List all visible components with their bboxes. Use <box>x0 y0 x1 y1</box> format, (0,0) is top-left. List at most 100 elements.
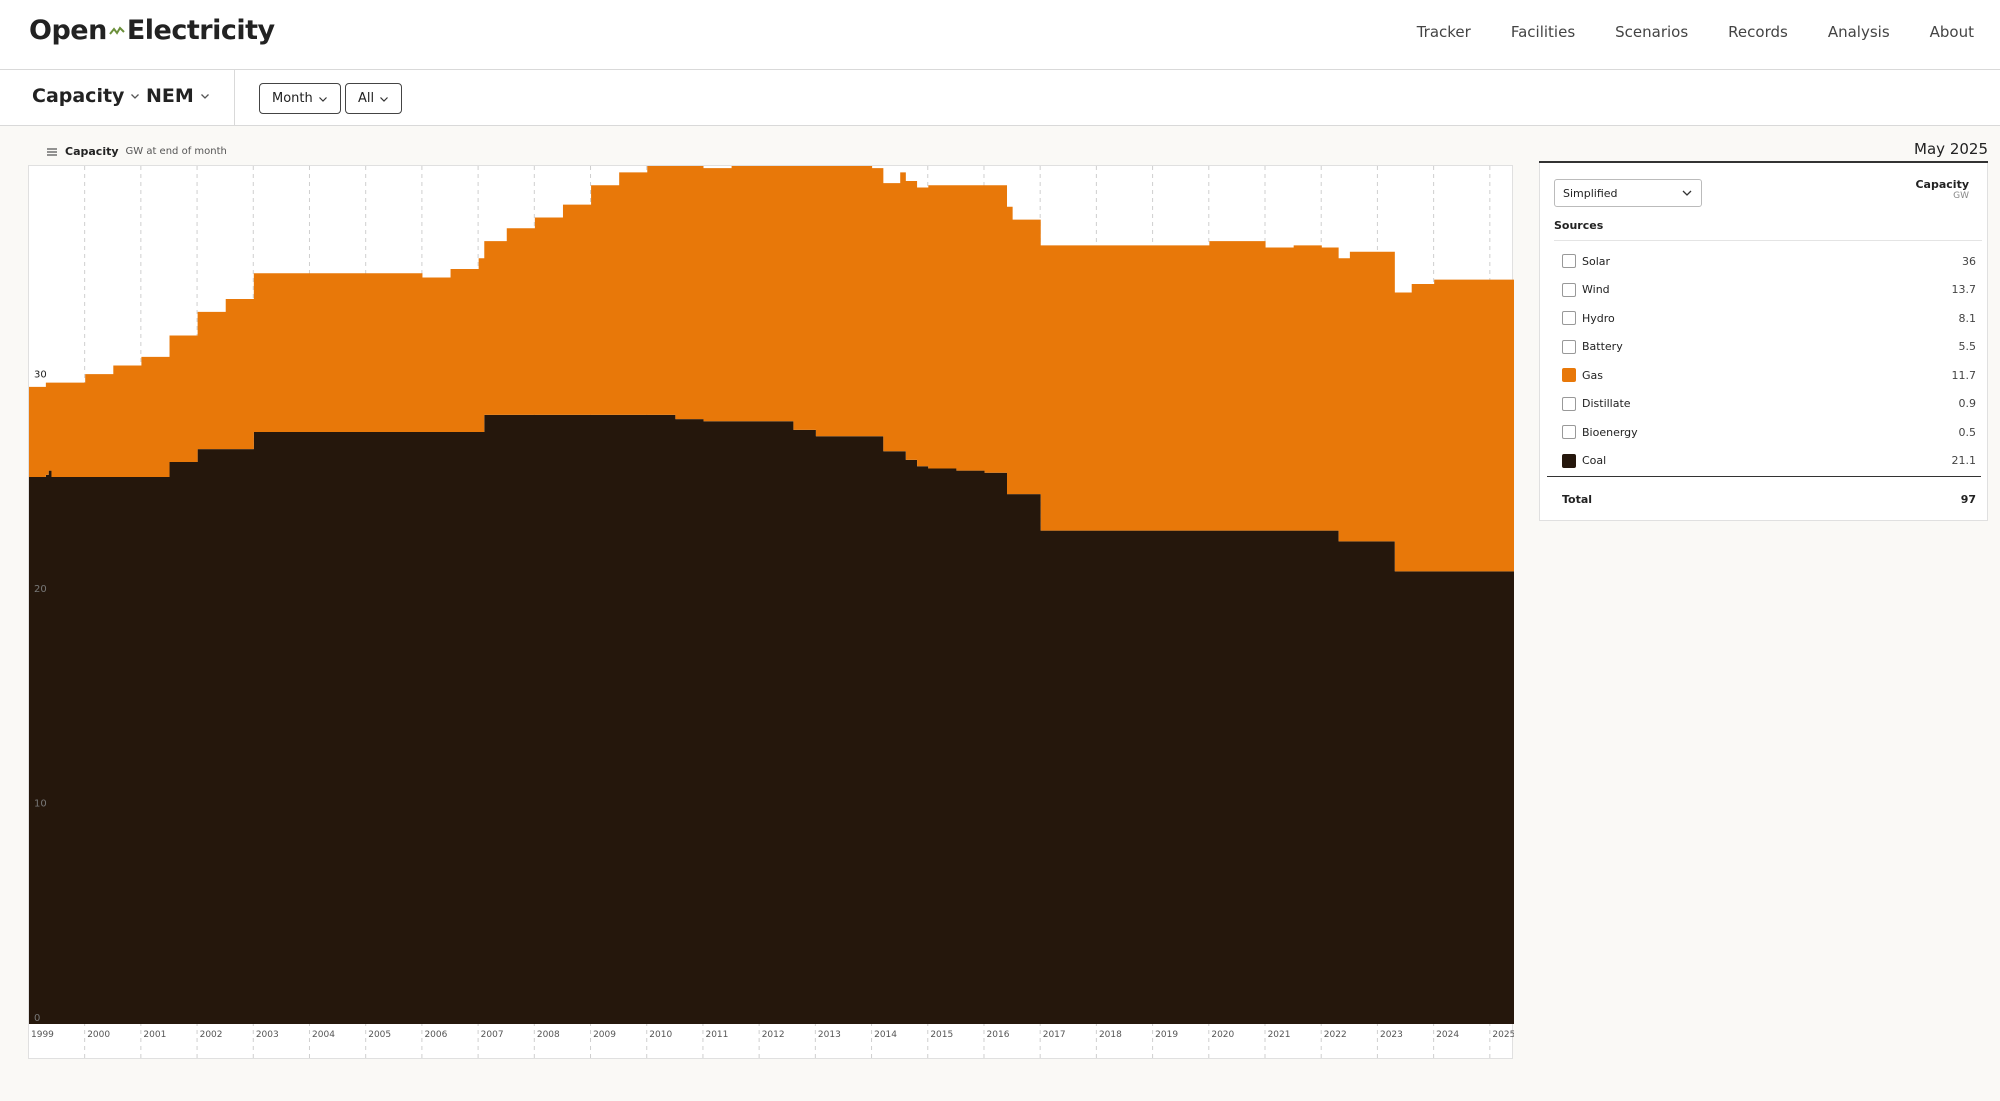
chevron-down-icon <box>200 94 209 99</box>
x-tick-label: 2020 <box>1211 1030 1234 1040</box>
capacity-column-title: Capacity <box>1915 178 1969 191</box>
x-tick-label: 2013 <box>818 1030 841 1040</box>
capacity-column-header: Capacity GW <box>1915 178 1969 201</box>
x-tick-label: 2011 <box>705 1030 728 1040</box>
x-tick-label: 2015 <box>930 1030 953 1040</box>
x-tick-label: 2007 <box>481 1030 504 1040</box>
x-tick-label: 2000 <box>87 1030 110 1040</box>
nav-records[interactable]: Records <box>1728 23 1788 41</box>
x-tick-label: 2021 <box>1268 1030 1291 1040</box>
source-row-bioenergy[interactable]: Bioenergy 0.5 <box>1562 418 1976 447</box>
source-label: Solar <box>1582 254 1611 268</box>
source-checkbox[interactable] <box>1562 311 1576 326</box>
source-value: 5.5 <box>1958 340 1977 354</box>
nav-about[interactable]: About <box>1929 23 1974 41</box>
y-tick-label: 30 <box>34 370 47 381</box>
source-checkbox[interactable] <box>1562 282 1576 297</box>
source-value: 11.7 <box>1951 368 1977 382</box>
source-value: 0.5 <box>1958 425 1977 439</box>
range-dropdown[interactable]: All <box>345 83 403 114</box>
source-value: 13.7 <box>1951 283 1977 297</box>
metric-label: Capacity <box>32 85 125 107</box>
capacity-area-chart: 0 10 20 30 1999 2000 2001 2002 2003 2004 2005 2006 2… <box>29 166 1514 1060</box>
source-row-wind[interactable]: Wind 13.7 <box>1562 276 1976 305</box>
source-value: 21.1 <box>1951 454 1977 468</box>
metric-selector[interactable]: Capacity <box>32 85 140 107</box>
total-label: Total <box>1562 493 1593 506</box>
source-checkbox[interactable] <box>1562 339 1576 354</box>
source-row-solar[interactable]: Solar 36 <box>1562 247 1976 276</box>
nav-facilities[interactable]: Facilities <box>1510 23 1576 41</box>
x-tick-label: 1999 <box>31 1030 54 1040</box>
source-row-coal[interactable]: Coal 21.1 <box>1562 447 1976 476</box>
panel-date: May 2025 <box>1914 140 1988 158</box>
interval-dropdown[interactable]: Month <box>259 83 341 114</box>
x-tick-label: 2018 <box>1099 1030 1122 1040</box>
sources-divider <box>1554 240 1982 241</box>
source-label: Battery <box>1582 340 1623 354</box>
region-selector[interactable]: NEM <box>146 85 210 107</box>
x-tick-label: 2001 <box>143 1030 166 1040</box>
source-checkbox[interactable] <box>1562 453 1576 468</box>
x-tick-label: 2025 <box>1492 1030 1514 1040</box>
series-area-gas <box>29 166 1514 572</box>
x-tick-label: 2002 <box>200 1030 223 1040</box>
x-tick-label: 2004 <box>312 1030 335 1040</box>
source-checkbox[interactable] <box>1562 368 1576 383</box>
logo-text-electricity: Electricity <box>126 15 275 46</box>
total-row: Total 97 <box>1562 493 1976 506</box>
open-electricity-logo[interactable]: Open Electricity <box>29 15 275 46</box>
source-label: Gas <box>1582 368 1603 382</box>
source-checkbox[interactable] <box>1562 425 1576 440</box>
top-navigation-bar: Open Electricity Tracker Facilities Scen… <box>0 0 2000 70</box>
x-tick-label: 2024 <box>1436 1030 1459 1040</box>
source-row-battery[interactable]: Battery 5.5 <box>1562 333 1976 362</box>
region-label: NEM <box>146 85 194 107</box>
chart-title: Capacity <box>65 145 119 158</box>
x-tick-label: 2017 <box>1043 1030 1066 1040</box>
sources-heading: Sources <box>1554 219 1604 232</box>
view-dropdown-label: Simplified <box>1563 186 1618 200</box>
y-tick-label: 0 <box>34 1013 40 1024</box>
x-tick-label: 2016 <box>987 1030 1010 1040</box>
logo-text-open: Open <box>29 15 107 46</box>
chart-header: Capacity GW at end of month <box>46 145 227 158</box>
range-label: All <box>358 91 375 106</box>
source-row-distillate[interactable]: Distillate 0.9 <box>1562 390 1976 419</box>
x-tick-label: 2010 <box>649 1030 672 1040</box>
x-tick-label: 2019 <box>1155 1030 1178 1040</box>
source-row-hydro[interactable]: Hydro 8.1 <box>1562 304 1976 333</box>
sources-panel: Simplified Capacity GW Sources Solar 36 Wi… <box>1539 163 1988 521</box>
x-tick-label: 2022 <box>1324 1030 1347 1040</box>
x-tick-label: 2012 <box>762 1030 785 1040</box>
y-tick-label: 20 <box>34 584 47 595</box>
nav-scenarios[interactable]: Scenarios <box>1615 23 1689 41</box>
x-tick-label: 2008 <box>537 1030 560 1040</box>
chevron-down-icon <box>380 96 389 102</box>
source-label: Wind <box>1582 283 1610 297</box>
series-area-coal <box>29 414 1514 1024</box>
source-label: Bioenergy <box>1582 425 1638 439</box>
hamburger-menu-icon[interactable] <box>46 147 58 157</box>
capacity-column-unit: GW <box>1953 191 1969 201</box>
nav-tracker[interactable]: Tracker <box>1416 23 1471 41</box>
source-label: Hydro <box>1582 311 1615 325</box>
x-tick-label: 2009 <box>593 1030 616 1040</box>
panel-top-rule <box>1539 161 1988 163</box>
chevron-down-icon <box>1682 190 1692 196</box>
x-tick-label: 2014 <box>874 1030 897 1040</box>
capacity-chart[interactable]: 0 10 20 30 1999 2000 2001 2002 2003 2004 2005 2006 2… <box>28 165 1514 1060</box>
chevron-down-icon <box>318 96 327 102</box>
source-row-gas[interactable]: Gas 11.7 <box>1562 361 1976 390</box>
source-checkbox[interactable] <box>1562 396 1576 411</box>
source-checkbox[interactable] <box>1562 254 1576 269</box>
x-tick-label: 2005 <box>368 1030 391 1040</box>
x-tick-label: 2006 <box>424 1030 447 1040</box>
logo-wave-icon <box>109 25 125 35</box>
nav-analysis[interactable]: Analysis <box>1827 23 1890 41</box>
toolbar: Capacity NEM Month All <box>0 70 2000 126</box>
view-dropdown[interactable]: Simplified <box>1554 179 1702 207</box>
chevron-down-icon <box>131 94 140 99</box>
toolbar-divider <box>234 70 235 126</box>
source-value: 0.9 <box>1958 397 1977 411</box>
